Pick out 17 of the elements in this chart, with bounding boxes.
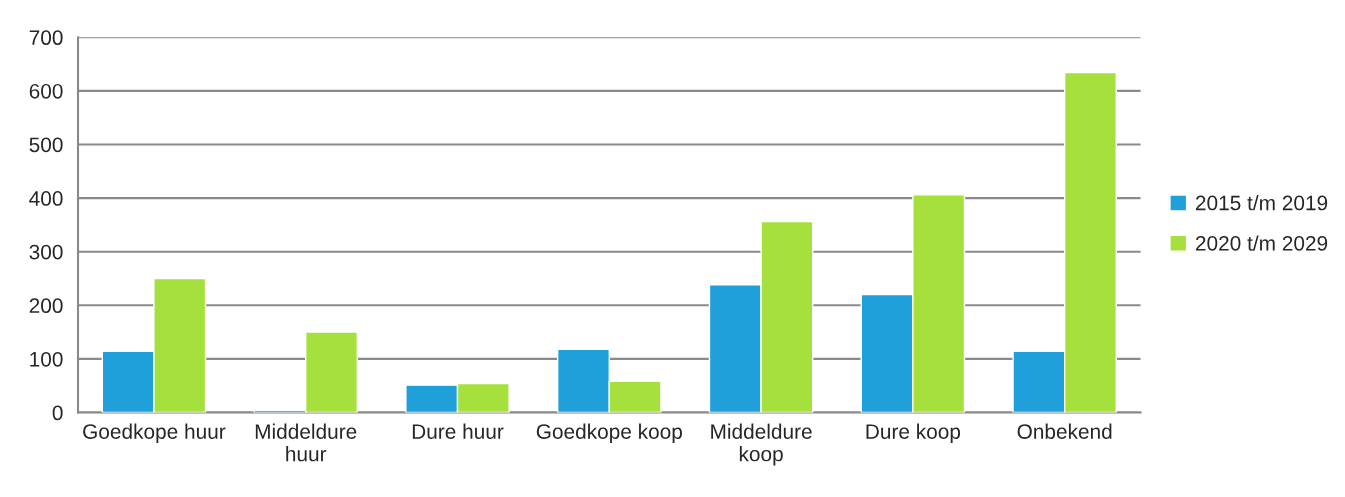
y-tick-label: 700 — [29, 30, 63, 46]
legend-label: 2020 t/m 2029 — [1195, 235, 1328, 251]
x-tick-label: Dure koop — [866, 423, 961, 444]
x-tick-label: Onbekend — [1017, 423, 1112, 439]
x-tick-label: Dure huur — [412, 423, 504, 439]
x-tick-label: Middeldure huur — [255, 423, 357, 462]
y-tick-label: 300 — [29, 244, 63, 260]
y-tick-label: 500 — [29, 137, 63, 153]
y-tick-label: 600 — [29, 83, 63, 99]
x-tick-label: Goedkope huur — [83, 423, 226, 444]
legend-label: 2015 t/m 2019 — [1195, 195, 1328, 211]
y-tick-label: 200 — [29, 298, 63, 314]
x-tick-label: Goedkope koop — [536, 423, 682, 444]
y-tick-label: 100 — [30, 351, 63, 367]
x-tick-label: Middeldure koop — [711, 423, 812, 466]
y-tick-label: 400 — [29, 191, 63, 206]
y-tick-label: 0 — [52, 405, 63, 421]
